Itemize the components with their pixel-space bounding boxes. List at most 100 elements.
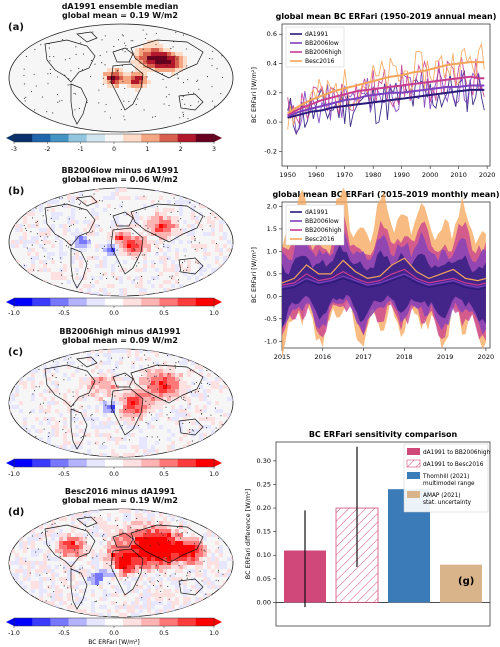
legend-box (285, 204, 345, 246)
legend-entry: dA1991 (305, 31, 328, 38)
axes-frame (281, 23, 491, 167)
colorbar-cell (14, 134, 33, 142)
colorbar-cell (68, 298, 88, 306)
colorbar-cell (123, 618, 142, 626)
x-tick-label: 1990 (393, 171, 410, 179)
legend-box (403, 443, 489, 513)
axes-frame (281, 201, 491, 349)
colorbar-tick: 1.0 (209, 630, 219, 637)
continent-outline (70, 408, 88, 450)
continent-outline (112, 47, 134, 63)
y-tick-label: 2.0 (267, 202, 277, 210)
colorbar-tick: -1.0 (8, 310, 20, 317)
y-axis-label: BC ERFari difference [W/m²] (244, 489, 252, 580)
colorbar-tick: 0 (112, 146, 116, 153)
chart-title: global mean BC ERFari (1950-2019 annual … (276, 12, 497, 21)
y-tick-label: -0.2 (264, 147, 277, 155)
continent-outline (178, 578, 204, 596)
colorbar-cell (86, 618, 106, 626)
colorbar-cell (14, 459, 33, 467)
colorbar-cell (195, 459, 215, 467)
legend-entry: Besc2016 (305, 58, 335, 65)
colorbar-cell (14, 618, 33, 626)
panel-label: (a) (8, 22, 24, 33)
continent-outline (110, 548, 144, 596)
colorbar-cell (141, 618, 160, 626)
series-band-dA1991 (282, 245, 486, 329)
series-band-Besc2016 (282, 187, 486, 359)
colorbar-cell (177, 618, 197, 626)
bar (388, 489, 430, 603)
colorbar-cell (32, 618, 51, 626)
legend-box (285, 26, 345, 68)
colorbar-cell (50, 298, 69, 306)
colorbar-tick: 0.5 (159, 471, 169, 478)
colorbar-cell (195, 618, 215, 626)
y-tick-label: 0.20 (257, 504, 271, 512)
series-line-dA1991 (287, 70, 485, 136)
series-trend-dA1991 (287, 88, 485, 119)
legend-swatch (407, 491, 420, 498)
colorbar-tick: -1.0 (8, 471, 20, 478)
map-subtitle: global mean = 0.06 W/m2 (62, 175, 178, 184)
colorbar-cell (32, 459, 51, 467)
map-panel: BB2006low minus dA1991 global mean = 0.06… (0, 166, 240, 326)
colorbar-tick: -1 (78, 146, 84, 153)
y-tick-label: 1.5 (267, 225, 277, 233)
legend-entry: dA1991 to Besc2016 (423, 462, 484, 468)
panel-label: (f) (287, 214, 301, 225)
series-trend-BB2006low (287, 84, 485, 118)
continent-outline (76, 195, 98, 207)
series-line-Besc2016 (281, 257, 487, 284)
x-tick-label: 2020 (478, 353, 495, 361)
continent-outline (112, 532, 134, 548)
legend-swatch (406, 459, 421, 468)
continent-outline (130, 203, 204, 243)
continent-outline (130, 39, 204, 79)
colorbar-cell (68, 618, 88, 626)
colorbar-cell (104, 459, 124, 467)
continent-outline (110, 63, 144, 111)
colorbar-cell (177, 134, 197, 142)
y-tick-label: 0.30 (257, 457, 271, 465)
colorbar-tick: 3 (212, 146, 216, 153)
map-svg: -3 -2 -1 0 1 2 3 (6, 23, 234, 153)
legend-swatch (407, 448, 420, 455)
map-title: BB2006low minus dA1991 (61, 166, 179, 175)
legend-entry: stat. uncertainty (423, 500, 472, 506)
x-tick-label: 2010 (450, 171, 467, 179)
map-title: Besc2016 minus dA1991 (64, 487, 176, 496)
colorbar-cell (195, 134, 215, 142)
y-tick-label: 0.25 (257, 480, 271, 488)
map-title: BB2006high minus dA1991 (59, 327, 181, 336)
map-panel: BB2006high minus dA1991 global mean = 0.0… (0, 327, 240, 487)
map-subtitle: global mean = 0.09 W/m2 (62, 336, 178, 345)
x-tick-label: 2020 (479, 171, 496, 179)
panel-label: (c) (8, 347, 24, 358)
continent-outline (112, 372, 134, 388)
legend-entry: BB2006high (305, 49, 342, 56)
continent-outline (130, 364, 204, 404)
map-panel: dA1991 ensemble median global mean = 0.19… (0, 2, 240, 162)
series-band-BB2006low (282, 227, 486, 335)
y-tick-label: 0.0 (267, 292, 277, 300)
legend-entry: Besc2016 (305, 236, 335, 243)
colorbar-cell (141, 298, 160, 306)
series-line-BB2006low (281, 273, 487, 289)
colorbar-cell (50, 459, 69, 467)
series-band-BB2006high (282, 210, 486, 341)
colorbar-cell (68, 459, 88, 467)
colorbar-tick: 0.0 (109, 630, 119, 637)
y-tick-label: 1.0 (267, 247, 277, 255)
colorbar-tick: -0.5 (58, 471, 70, 478)
y-tick-label: 0.10 (257, 551, 271, 559)
legend-entry: BB2006high (305, 227, 342, 234)
y-tick-label: 0.4 (267, 60, 277, 68)
map-svg: -1.0 -0.5 0.0 0.5 1.0 (6, 187, 234, 317)
series-line-Besc2016 (287, 42, 485, 130)
bar (440, 564, 482, 603)
y-tick-label: -0.5 (264, 315, 277, 323)
series-line-BB2006high (281, 268, 487, 286)
continent-outline (110, 227, 144, 275)
colorbar-cell (14, 298, 33, 306)
